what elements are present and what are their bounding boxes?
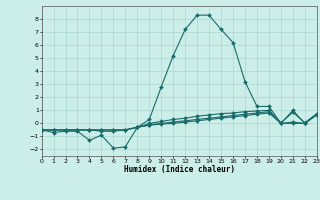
- X-axis label: Humidex (Indice chaleur): Humidex (Indice chaleur): [124, 165, 235, 174]
